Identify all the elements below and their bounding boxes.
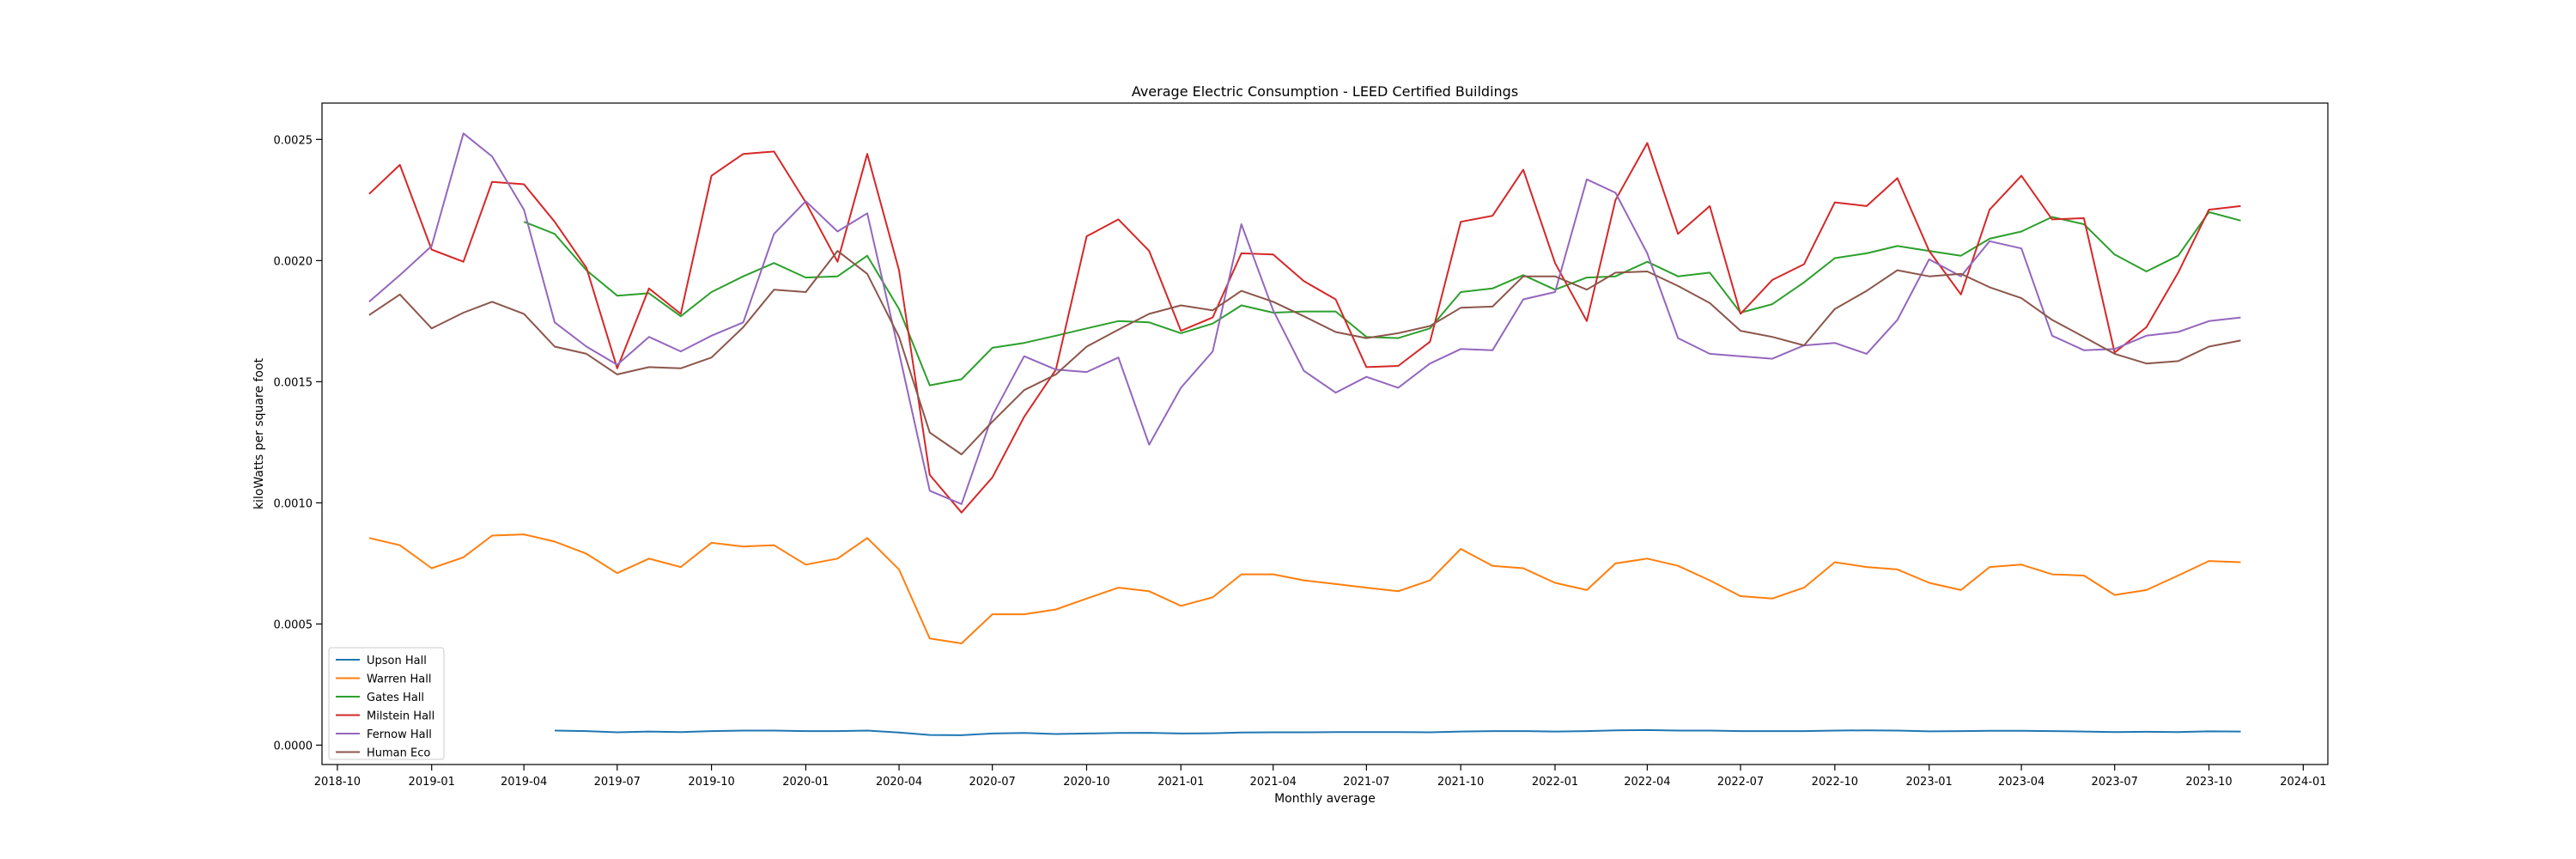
x-tick-label: 2019-04 (501, 776, 547, 789)
series-lines (368, 132, 2241, 736)
y-tick-label: 0.0015 (274, 376, 313, 389)
y-axis-label: kiloWatts per square foot (252, 357, 266, 509)
x-tick-label: 2024-01 (2280, 776, 2326, 789)
x-tick-label: 2019-07 (594, 776, 641, 789)
x-tick-label: 2023-04 (1998, 776, 2044, 789)
x-tick-label: 2021-10 (1437, 776, 1484, 789)
y-tick-label: 0.0010 (274, 497, 313, 510)
legend: Upson Hall Warren Hall Gates Hall Milstein … (328, 647, 445, 760)
y-tick-label: 0.0000 (274, 740, 313, 752)
x-tick-label: 2018-10 (314, 776, 361, 789)
series-line-fernow-hall (368, 132, 2241, 505)
x-tick-label: 2020-10 (1063, 776, 1109, 789)
y-tick-label: 0.0020 (274, 255, 313, 268)
x-tick-label: 2020-04 (876, 776, 922, 789)
chart-title: Average Electric Consumption - LEED Cert… (1132, 83, 1518, 100)
x-tick-label: 2021-04 (1250, 776, 1297, 789)
x-tick-label: 2021-01 (1157, 776, 1204, 789)
x-tick-label: 2022-01 (1532, 776, 1578, 789)
legend-label-fernow-hall: Fernow Hall (367, 728, 432, 741)
legend-box (328, 647, 445, 760)
series-line-gates-hall (523, 210, 2241, 387)
y-tick-label: 0.0005 (274, 618, 313, 631)
legend-label-human-eco: Human Eco (367, 747, 430, 760)
x-tick-label: 2022-04 (1624, 776, 1670, 789)
series-line-human-eco (368, 250, 2241, 455)
x-tick-label: 2022-07 (1717, 776, 1764, 789)
legend-label-upson-hall: Upson Hall (367, 655, 427, 667)
x-tick-label: 2019-10 (688, 776, 734, 789)
y-axis: 0.0000 0.0005 0.0010 0.0015 0.0020 0.0025 (274, 134, 322, 752)
x-tick-label: 2019-01 (409, 776, 455, 789)
x-axis: 2018-10 2019-01 2019-04 2019-07 2019-10 2020-… (314, 765, 2327, 789)
x-axis-label: Monthly average (1274, 792, 1376, 806)
y-tick-label: 0.0025 (274, 134, 313, 147)
legend-label-warren-hall: Warren Hall (367, 673, 432, 686)
x-tick-label: 2023-01 (1906, 776, 1953, 789)
x-tick-label: 2023-10 (2185, 776, 2232, 789)
x-tick-label: 2020-07 (969, 776, 1015, 789)
series-line-warren-hall (368, 533, 2241, 644)
x-tick-label: 2023-07 (2092, 776, 2138, 789)
x-tick-label: 2020-01 (782, 776, 829, 789)
x-tick-label: 2022-10 (1812, 776, 1858, 789)
plot-area-frame (321, 102, 2329, 765)
series-line-upson-hall (554, 728, 2241, 736)
legend-label-milstein-hall: Milstein Hall (367, 710, 434, 723)
x-tick-label: 2021-07 (1343, 776, 1389, 789)
legend-label-gates-hall: Gates Hall (367, 691, 424, 704)
series-line-milstein-hall (368, 142, 2241, 514)
